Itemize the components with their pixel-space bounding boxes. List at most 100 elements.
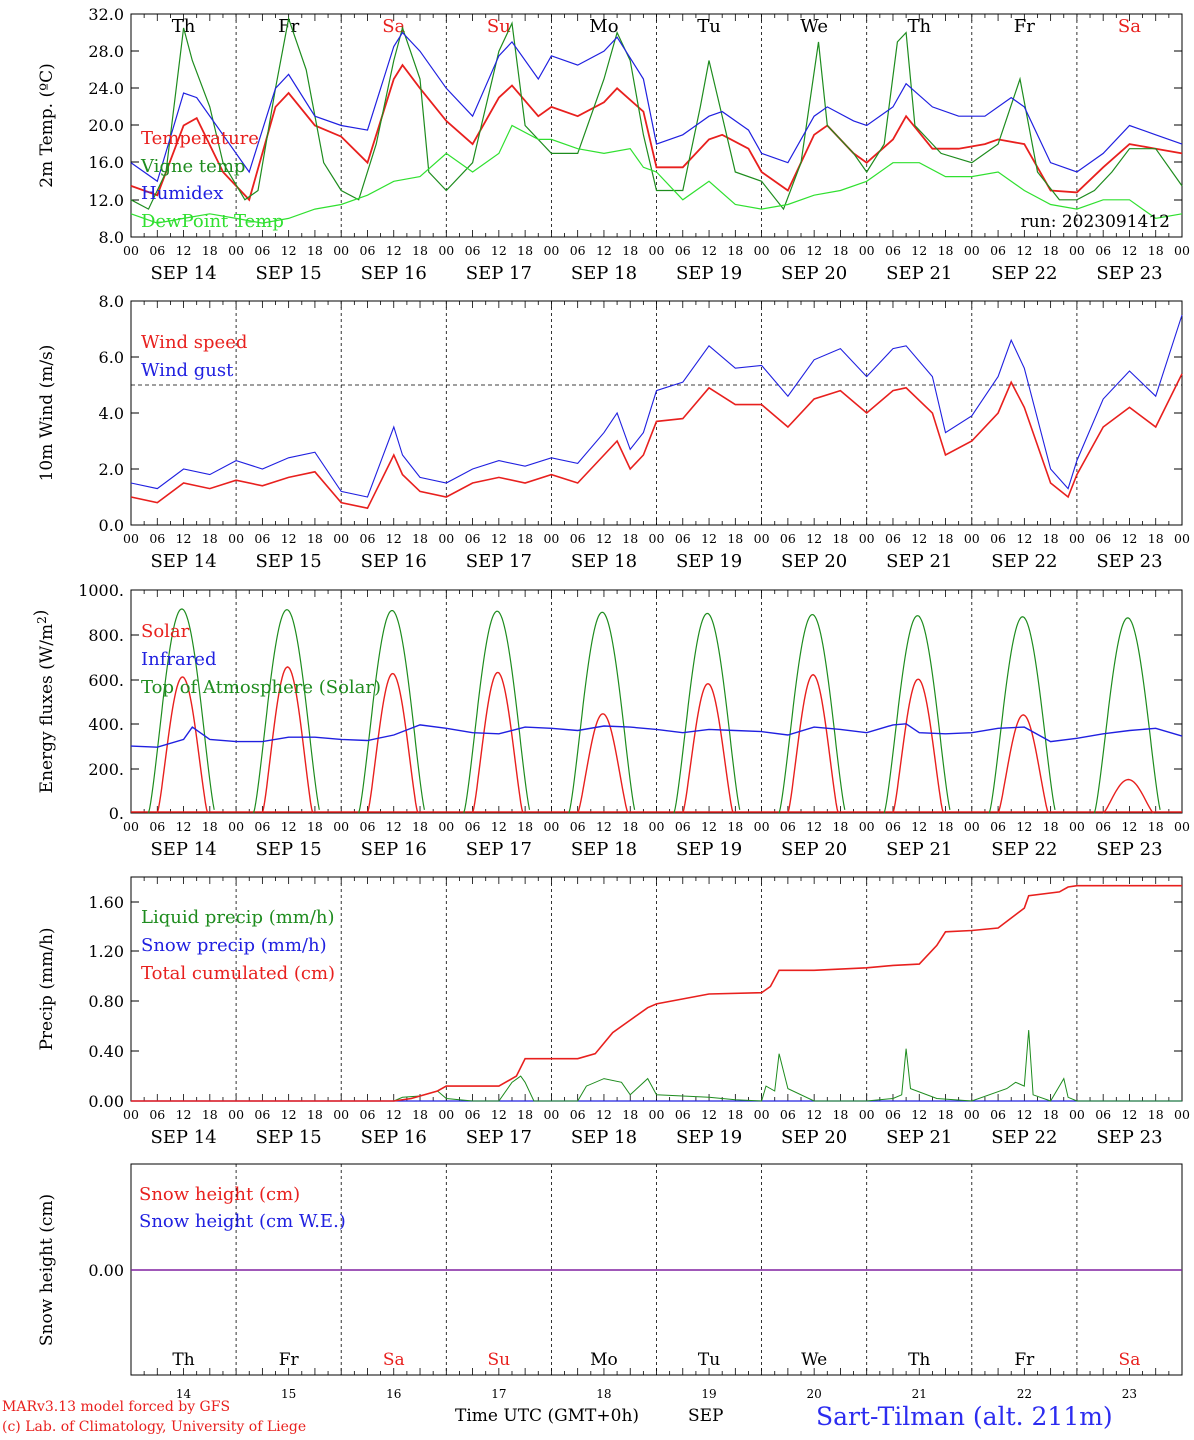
hour-label: 06: [990, 243, 1006, 258]
hour-label: 00: [543, 819, 559, 834]
date-label: SEP 20: [781, 839, 847, 860]
date-label: SEP 17: [466, 263, 532, 284]
y-axis-title: Precip (mm/h): [37, 927, 57, 1050]
hour-label: 06: [570, 819, 586, 834]
hour-label: 06: [675, 1107, 691, 1122]
hour-label: 12: [596, 531, 612, 546]
day-number: 20: [807, 1387, 822, 1401]
date-label: SEP 23: [1096, 551, 1162, 572]
weekday-label: Mo: [589, 16, 618, 37]
hour-label: 00: [1174, 531, 1190, 546]
weekday-label-bottom: Th: [908, 1350, 930, 1370]
legend-entry: DewPoint Temp: [141, 211, 284, 232]
weekday-label: Su: [487, 16, 511, 37]
hour-label: 06: [360, 531, 376, 546]
hour-label: 06: [1095, 531, 1111, 546]
hour-label: 06: [254, 819, 270, 834]
day-number: 17: [491, 1387, 506, 1401]
y-tick-label: 12.0: [88, 191, 124, 210]
y-tick-label: 800.: [88, 626, 124, 645]
hour-label: 12: [701, 819, 717, 834]
hour-label: 06: [465, 819, 481, 834]
hour-label: 12: [806, 531, 822, 546]
legend-entry: Vigne temp: [140, 156, 245, 177]
panel-4: 0.00 0.40 0.80 1.20 1.60 Precip (mm/h) 00 06 12 1…: [37, 876, 1190, 1148]
hour-label: 12: [491, 1107, 507, 1122]
hour-label: 18: [412, 1107, 428, 1122]
hour-label: 00: [964, 1107, 980, 1122]
date-label: SEP 14: [150, 1127, 216, 1148]
hour-label: 06: [675, 819, 691, 834]
day-number: 23: [1122, 1387, 1137, 1401]
hour-label: 12: [491, 819, 507, 834]
y-tick-label: 8.0: [99, 292, 124, 311]
hour-label: 12: [911, 243, 927, 258]
hour-label: 12: [1016, 531, 1032, 546]
day-number: 22: [1017, 1387, 1032, 1401]
hour-label: 06: [1095, 1107, 1111, 1122]
date-label: SEP 17: [466, 1127, 532, 1148]
hour-label: 12: [806, 819, 822, 834]
y-tick-label: 28.0: [88, 42, 124, 61]
weekday-label: Th: [907, 16, 931, 37]
hour-label: 18: [727, 531, 743, 546]
date-label: SEP 19: [676, 263, 742, 284]
station-name: Sart-Tilman (alt. 211m): [816, 1402, 1113, 1431]
hour-label: 00: [438, 819, 454, 834]
hour-label: 00: [333, 1107, 349, 1122]
date-label: SEP 16: [361, 839, 427, 860]
hour-label: 18: [1148, 243, 1164, 258]
legend-entry: Wind gust: [141, 360, 234, 381]
hour-label: 06: [885, 819, 901, 834]
hour-label: 18: [938, 819, 954, 834]
hour-label: 00: [859, 819, 875, 834]
legend-entry: Snow height (cm): [139, 1184, 300, 1205]
series-wind-speed: [130, 373, 1183, 510]
day-number: 14: [176, 1387, 192, 1401]
hour-label: 06: [780, 243, 796, 258]
hour-label: 12: [1121, 819, 1137, 834]
date-label: SEP 17: [466, 839, 532, 860]
hour-label: 00: [754, 243, 770, 258]
hour-label: 06: [570, 531, 586, 546]
hour-label: 06: [254, 243, 270, 258]
hour-label: 18: [727, 1107, 743, 1122]
date-label: SEP 23: [1096, 1127, 1162, 1148]
date-label: SEP 21: [886, 551, 952, 572]
panel-2: 0.0 2.0 4.0 6.0 8.0 10m Wind (m/s) 00 06 12 18 SEP…: [37, 292, 1190, 572]
hour-label: 18: [832, 243, 848, 258]
y-tick-label: 0.: [109, 804, 124, 823]
hour-label: 06: [990, 819, 1006, 834]
hour-label: 06: [1095, 243, 1111, 258]
legend-entry: Infrared: [141, 649, 216, 670]
x-axis-month: SEP: [688, 1406, 724, 1426]
hour-label: 00: [649, 819, 665, 834]
weekday-label-bottom: Sa: [1119, 1350, 1141, 1370]
plot-frame: [130, 300, 1183, 526]
hour-label: 12: [911, 1107, 927, 1122]
hour-label: 06: [885, 531, 901, 546]
weekday-label-bottom: Tu: [698, 1350, 720, 1370]
hour-label: 18: [307, 243, 323, 258]
date-label: SEP 20: [781, 1127, 847, 1148]
hour-label: 18: [622, 531, 638, 546]
hour-label: 18: [1043, 243, 1059, 258]
date-label: SEP 20: [781, 551, 847, 572]
hour-label: 18: [1148, 1107, 1164, 1122]
y-tick-label: 0.00: [88, 1261, 124, 1280]
panel-3: 0. 200. 400. 600. 800. 1000. Energy fluxes (W/…: [31, 581, 1190, 860]
hour-label: 18: [1043, 819, 1059, 834]
hour-label: 06: [465, 531, 481, 546]
y-tick-label: 4.0: [99, 404, 124, 423]
y-tick-label: 8.0: [99, 228, 124, 247]
weekday-label-bottom: Fr: [1014, 1350, 1035, 1370]
hour-label: 06: [149, 243, 165, 258]
series-total-cumulated: [131, 884, 1182, 1102]
hour-label: 18: [412, 531, 428, 546]
hour-label: 06: [570, 243, 586, 258]
hour-label: 12: [1016, 243, 1032, 258]
date-label: SEP 21: [886, 263, 952, 284]
hour-label: 00: [228, 819, 244, 834]
y-tick-label: 16.0: [88, 153, 124, 172]
weekday-label: Th: [172, 16, 196, 37]
